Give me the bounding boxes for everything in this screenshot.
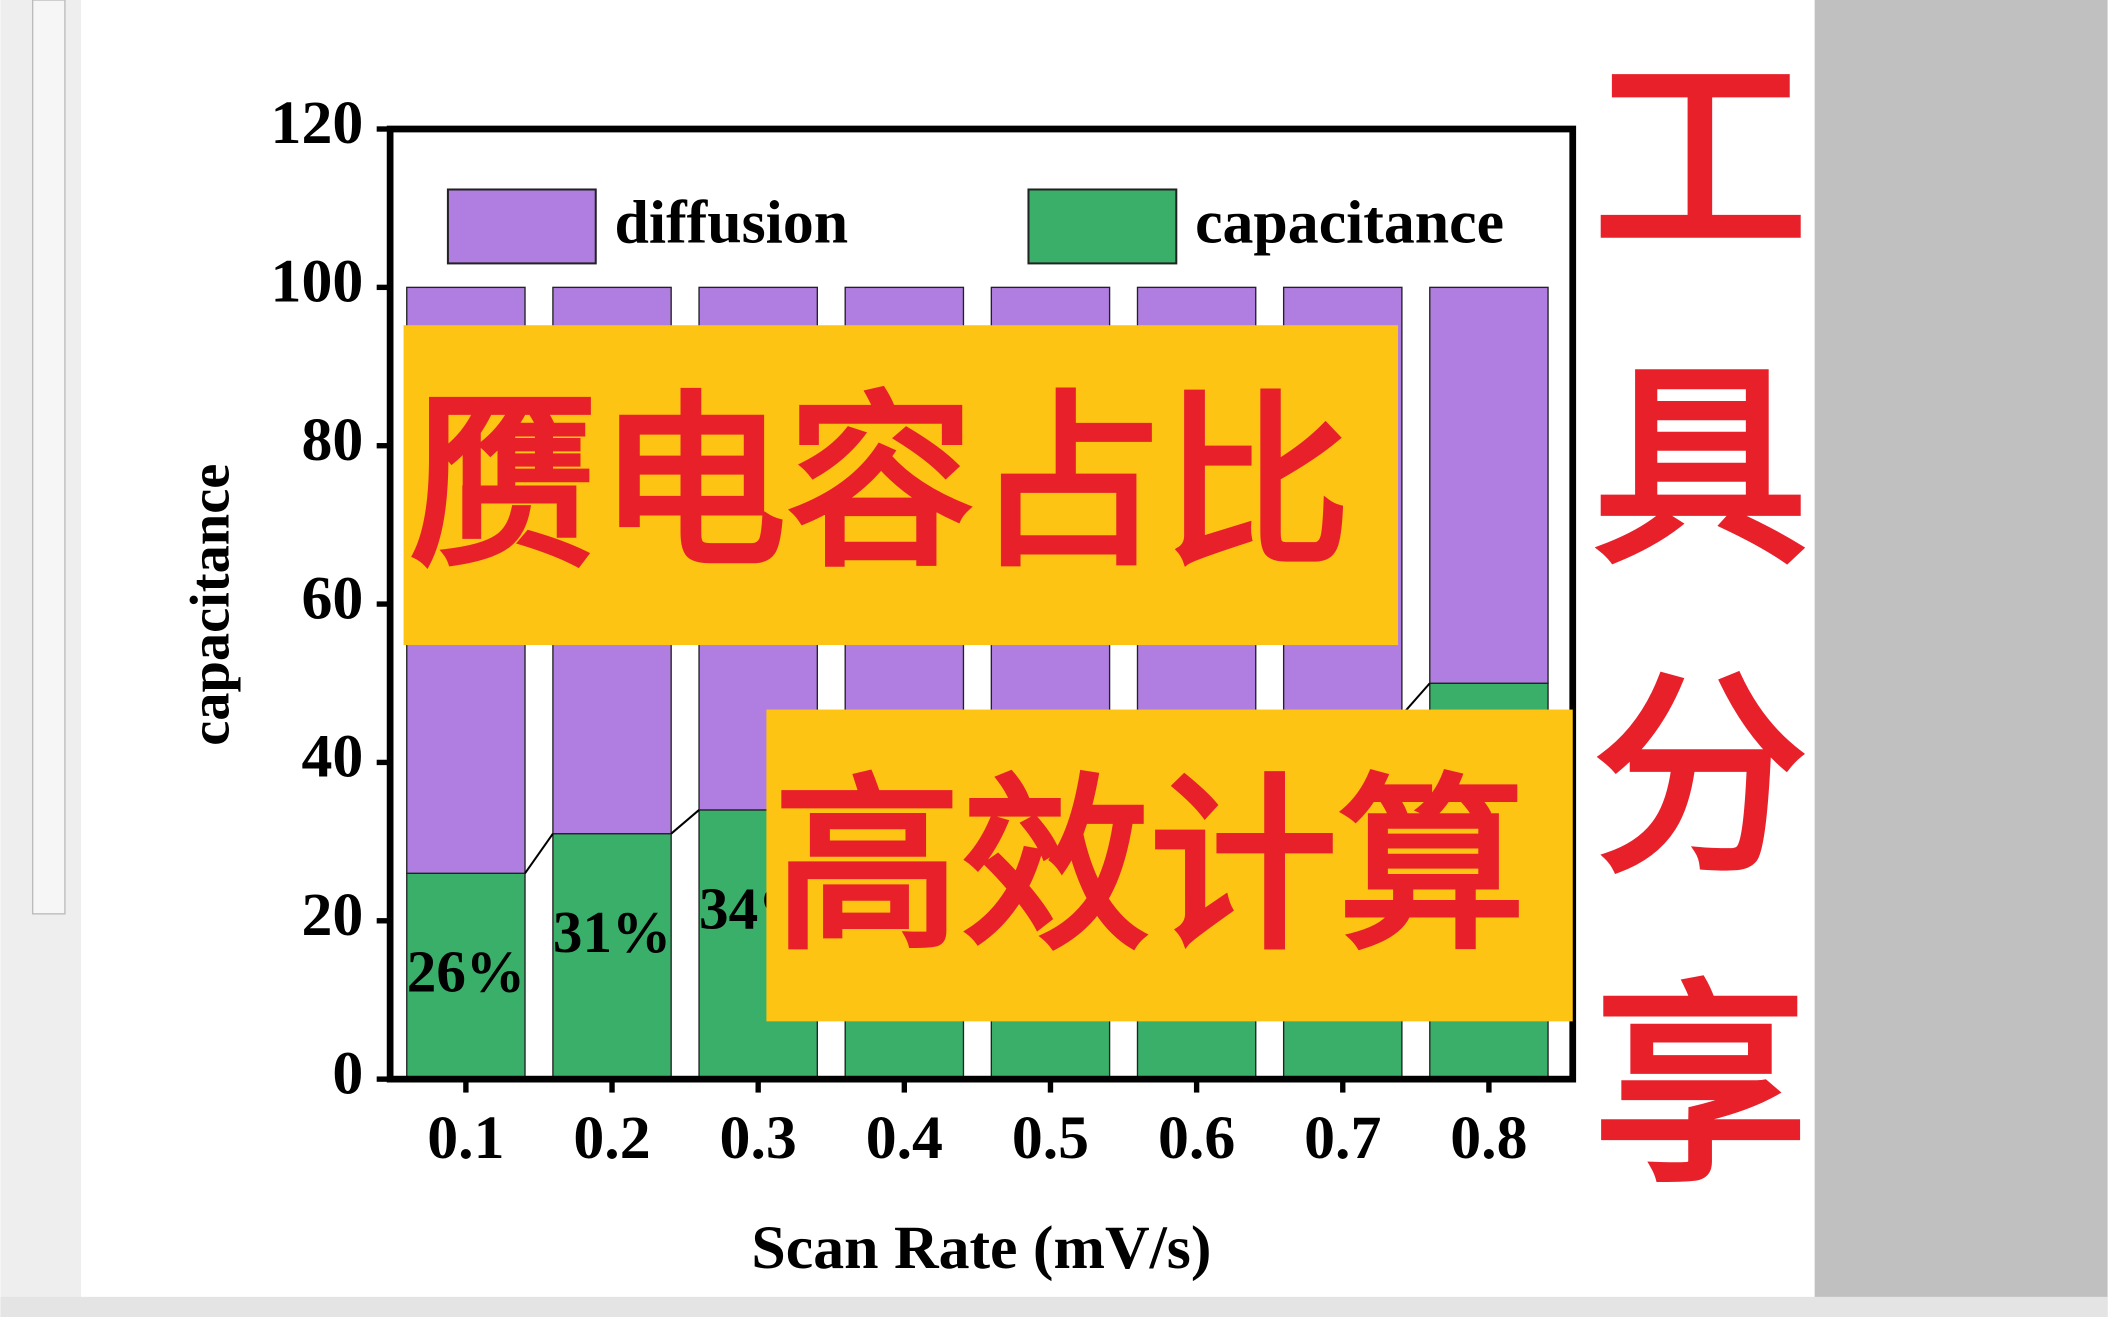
y-axis-title: capacitance — [179, 464, 241, 746]
y-tick-label: 40 — [301, 723, 363, 791]
y-tick-label: 100 — [271, 248, 364, 316]
side-title-char: 享 — [1593, 961, 1808, 1212]
bar-segment — [1429, 286, 1549, 684]
legend-swatch — [1027, 188, 1178, 265]
x-tick-label: 0.6 — [1158, 1104, 1235, 1172]
y-tick-label: 80 — [301, 406, 363, 474]
tool-palette[interactable] — [31, 0, 66, 915]
x-axis-title: Scan Rate (mV/s) — [751, 1214, 1211, 1282]
x-tick-label: 0.8 — [1450, 1104, 1527, 1172]
banner — [766, 709, 1573, 1022]
y-tick-label: 60 — [301, 564, 363, 632]
connector-line — [670, 809, 700, 835]
y-tick-label: 20 — [301, 881, 363, 949]
legend-label: capacitance — [1195, 189, 1504, 257]
x-tick-label: 0.5 — [1012, 1104, 1089, 1172]
side-title-char: 分 — [1593, 652, 1808, 903]
value-label: 31% — [553, 899, 671, 965]
x-tick-label: 0.4 — [866, 1104, 943, 1172]
y-tick-label: 120 — [271, 89, 364, 157]
x-tick-label: 0.2 — [573, 1104, 650, 1172]
x-tick-label: 0.1 — [427, 1104, 504, 1172]
banner-text: 赝电容占比 — [410, 375, 1351, 594]
connector-line — [524, 833, 554, 874]
banner — [403, 325, 1399, 646]
side-title-char: 工 — [1593, 34, 1808, 285]
value-label: 26% — [407, 939, 525, 1005]
legend-label: diffusion — [615, 189, 849, 257]
side-title-char: 具 — [1593, 343, 1808, 594]
x-tick-label: 0.7 — [1304, 1104, 1381, 1172]
x-tick-label: 0.3 — [720, 1104, 797, 1172]
banner-text: 高效计算 — [773, 758, 1526, 977]
legend-swatch — [446, 188, 597, 265]
y-tick-label: 0 — [332, 1039, 363, 1107]
bottom-toolbar[interactable] — [0, 1296, 2108, 1317]
workspace-background — [1814, 0, 2108, 1317]
bar-segment — [406, 872, 526, 1080]
